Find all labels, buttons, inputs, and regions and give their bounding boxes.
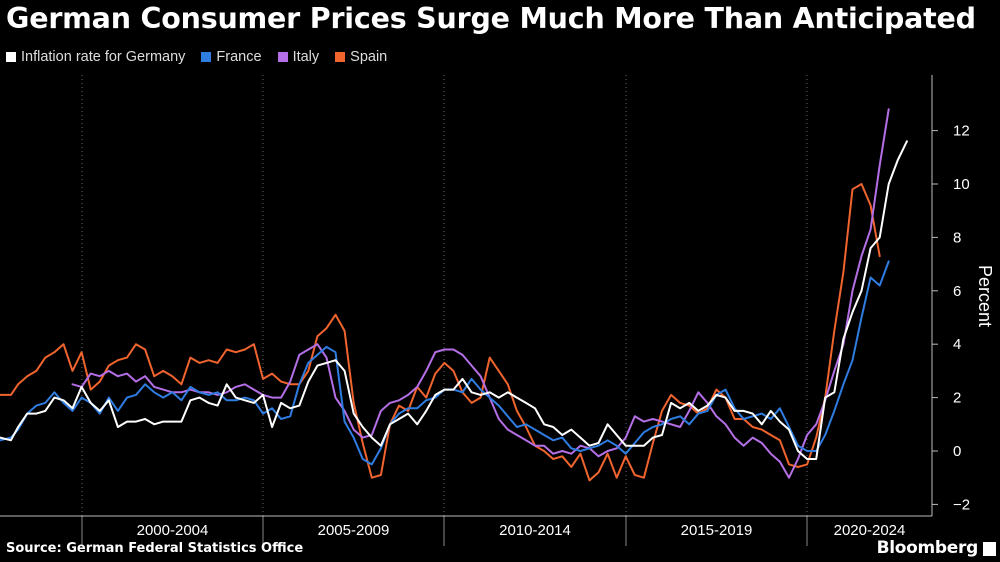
series-line-inflation-rate-for-germany	[0, 140, 908, 460]
legend-item-germany: Inflation rate for Germany	[6, 49, 185, 65]
y-tick-label: 12	[953, 123, 970, 140]
source-note: Source: German Federal Statistics Office	[6, 541, 304, 556]
x-tick-label: 2005-2009	[318, 522, 390, 539]
series-layer	[0, 108, 908, 482]
y-tick-label: 4	[953, 336, 961, 353]
legend-item-spain: Spain	[335, 49, 387, 65]
axis-layer: −2 0 2 4 6 8 10 12 2000-2004 2005-2009 2010-2014 20…	[0, 75, 970, 546]
legend-item-france: France	[201, 49, 262, 65]
y-tick-label: 0	[953, 443, 961, 460]
legend-swatch-germany	[6, 52, 16, 62]
bloomberg-mark-icon	[983, 542, 996, 556]
y-tick-label: 8	[953, 229, 961, 246]
legend-label-italy: Italy	[292, 49, 320, 65]
legend-label-germany: Inflation rate for Germany	[21, 49, 186, 65]
y-tick-label: 6	[953, 283, 961, 300]
x-tick-label: 2010-2014	[499, 522, 571, 539]
grid-layer	[81, 75, 808, 516]
legend-label-france: France	[216, 49, 262, 65]
y-tick-label: −2	[953, 496, 970, 513]
y-tick-label: 10	[953, 176, 970, 193]
brand-logo: Bloomberg	[876, 538, 979, 558]
y-axis-title: Percent	[975, 265, 995, 327]
series-line-spain	[0, 183, 881, 482]
x-tick-label: 2015-2019	[681, 522, 753, 539]
legend-swatch-spain	[335, 52, 346, 62]
x-tick-label: 2000-2004	[137, 522, 209, 539]
chart-title: German Consumer Prices Surge Much More T…	[6, 2, 976, 35]
series-line-italy	[71, 108, 890, 479]
legend-item-italy: Italy	[277, 49, 320, 65]
legend-swatch-italy	[277, 52, 288, 62]
chart-legend: Inflation rate for Germany France Italy …	[6, 49, 403, 65]
legend-swatch-france	[201, 52, 212, 62]
legend-label-spain: Spain	[350, 49, 388, 65]
x-tick-label: 2020-2024	[834, 522, 906, 539]
y-tick-label: 2	[953, 390, 961, 407]
